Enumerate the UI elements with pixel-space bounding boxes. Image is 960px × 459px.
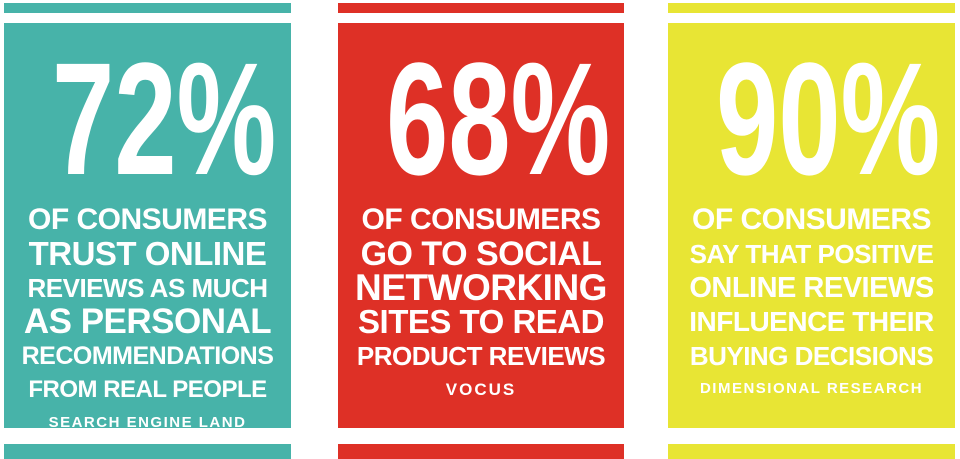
stat-description: OF CONSUMERS TRUST ONLINE REVIEWS AS MUC… [4, 203, 291, 407]
stat-description: OF CONSUMERS SAY THAT POSITIVE ONLINE RE… [668, 203, 955, 373]
stat-line: OF CONSUMERS [691, 203, 932, 236]
top-accent-bar [338, 3, 624, 13]
stat-panel: 68% OF CONSUMERS GO TO SOCIAL NETWORKING… [338, 23, 624, 428]
stat-line: FROM REAL PEOPLE [28, 376, 267, 403]
stat-line: REVIEWS AS MUCH [27, 273, 269, 303]
stat-card-red: 68% OF CONSUMERS GO TO SOCIAL NETWORKING… [338, 0, 624, 459]
stat-line: SAY THAT POSITIVE [689, 239, 934, 269]
stat-source: DIMENSIONAL RESEARCH [699, 380, 924, 397]
stat-line: GO TO SOCIAL [360, 235, 602, 273]
stat-line: RECOMMENDATIONS [21, 342, 274, 370]
stat-card-yellow: 90% OF CONSUMERS SAY THAT POSITIVE ONLIN… [668, 0, 955, 459]
stat-line: INFLUENCE THEIR [689, 306, 934, 337]
top-accent-bar [4, 3, 291, 13]
stat-line: AS PERSONAL [23, 302, 272, 341]
stat-value-text: 90% [716, 29, 941, 208]
stat-value: 72% [4, 39, 291, 199]
stat-source: SEARCH ENGINE LAND [48, 414, 247, 431]
top-accent-bar [668, 3, 955, 13]
stat-value: 68% [338, 39, 624, 199]
bottom-accent-bar [668, 444, 955, 459]
stat-line: OF CONSUMERS [27, 203, 268, 236]
stat-line: ONLINE REVIEWS [689, 272, 934, 304]
stat-line: OF CONSUMERS [361, 203, 601, 236]
stat-value-text: 68% [386, 29, 611, 208]
stat-description: OF CONSUMERS GO TO SOCIAL NETWORKING SIT… [338, 203, 624, 373]
stat-panel: 72% OF CONSUMERS TRUST ONLINE REVIEWS AS… [4, 23, 291, 431]
stat-source: VOCUS [445, 380, 517, 399]
stat-value-text: 72% [52, 29, 277, 208]
bottom-accent-bar [4, 444, 291, 459]
stat-line: PRODUCT REVIEWS [356, 341, 606, 371]
stat-line: NETWORKING [355, 267, 607, 308]
stat-card-teal: 72% OF CONSUMERS TRUST ONLINE REVIEWS AS… [4, 0, 291, 459]
stat-line: TRUST ONLINE [28, 235, 267, 272]
stat-line: BUYING DECISIONS [689, 341, 934, 371]
stat-line: SITES TO READ [358, 303, 604, 340]
stat-panel: 90% OF CONSUMERS SAY THAT POSITIVE ONLIN… [668, 23, 955, 428]
bottom-accent-bar [338, 444, 624, 459]
stat-value: 90% [668, 39, 955, 199]
